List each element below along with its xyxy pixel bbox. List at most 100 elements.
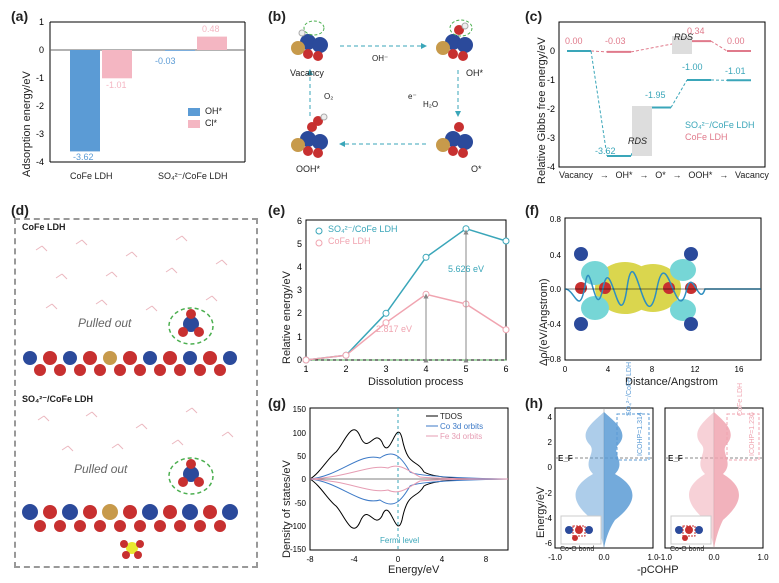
- panel-g: Density of states/eV 150 100 50 0 -50 -1…: [268, 398, 518, 578]
- svg-text:4: 4: [606, 365, 611, 374]
- svg-text:100: 100: [293, 429, 307, 438]
- d-bot-label: SO₄²⁻/CoFe LDH: [22, 394, 93, 405]
- svg-text:0: 0: [297, 355, 302, 365]
- f-xlabel: Distance/Angstrom: [625, 376, 718, 388]
- svg-text:0.0: 0.0: [598, 553, 610, 562]
- panel-d-bottom: SO₄²⁻/CoFe LDH: [16, 394, 256, 566]
- svg-text:4: 4: [297, 262, 302, 272]
- svg-text:-1: -1: [36, 73, 44, 83]
- svg-text:-3: -3: [36, 129, 44, 139]
- b-h2o: H₂O: [423, 100, 438, 109]
- c-x0: Vacancy: [559, 170, 593, 180]
- a-xtick1: CoFe LDH: [70, 171, 113, 181]
- svg-text:-6: -6: [545, 539, 553, 548]
- e-peak1: 5.626 eV: [448, 264, 484, 274]
- d-bot-svg: [16, 394, 256, 566]
- svg-text:4: 4: [423, 364, 428, 374]
- svg-text:3: 3: [383, 364, 388, 374]
- svg-text:2: 2: [343, 364, 348, 374]
- panel-label-d: (d): [11, 202, 29, 218]
- panel-h: Energy/eV 4 2 0 -2 -4 -6 -1.0 0.0 1.0: [525, 398, 773, 578]
- e-leg2: CoFe LDH: [328, 236, 371, 246]
- h-bond-l: Co-O bond: [560, 546, 594, 553]
- svg-text:6: 6: [297, 216, 302, 226]
- svg-text:3: 3: [297, 285, 302, 295]
- d-top-label: CoFe LDH: [22, 222, 66, 232]
- a-val4: 0.48: [202, 24, 220, 34]
- svg-text:0: 0: [563, 365, 568, 374]
- h-left-icohp: ICOHP=1.314: [637, 412, 644, 456]
- h-xlabel: -pCOHP: [637, 564, 679, 576]
- a-val2: -1.01: [106, 80, 127, 90]
- a-legend-cl: Cl*: [205, 118, 217, 128]
- svg-text:2: 2: [548, 438, 553, 447]
- svg-text:50: 50: [297, 452, 306, 461]
- f-ylabel: Δρ/(eV/Angstrom): [538, 278, 550, 366]
- svg-text:0.8: 0.8: [550, 215, 562, 224]
- c-x2: O*: [655, 170, 666, 180]
- panel-c: Relative Gibbs free energy/eV 0 -1 -2 -3…: [525, 12, 773, 187]
- h-right-label: CoFe LDH: [737, 383, 744, 416]
- g-xlabel: Energy/eV: [388, 564, 439, 576]
- c-s2: -1.95: [645, 90, 666, 100]
- h-ef-l: E_F: [558, 454, 573, 463]
- e-leg1: SO₄²⁻/CoFe LDH: [328, 224, 397, 235]
- e-legmark: [312, 226, 326, 248]
- c-v2: -0.03: [605, 36, 626, 46]
- c-x4: Vacancy: [735, 170, 769, 180]
- c-v1: 0.00: [565, 36, 583, 46]
- a-val3: -0.03: [155, 56, 176, 66]
- c-s1: -3.62: [595, 146, 616, 156]
- panel-b: Vacancy OH* OOH* O* OH⁻ O₂ H₂O e⁻: [268, 14, 518, 189]
- svg-text:-2: -2: [36, 101, 44, 111]
- svg-text:8: 8: [650, 365, 655, 374]
- svg-text:0: 0: [39, 45, 44, 55]
- b-ohminus: OH⁻: [372, 54, 388, 63]
- g-leg3: Fe 3d orbits: [440, 432, 482, 441]
- panel-d-top: CoFe LDH: [16, 220, 256, 390]
- svg-text:-4: -4: [350, 555, 358, 564]
- svg-text:6: 6: [503, 364, 508, 374]
- c-v4: 0.00: [727, 36, 745, 46]
- svg-text:-1.0: -1.0: [548, 553, 562, 562]
- a-xtick2: SO₄²⁻/CoFe LDH: [158, 171, 227, 182]
- svg-text:-1: -1: [547, 75, 555, 85]
- c-leg1: SO₄²⁻/CoFe LDH: [685, 120, 754, 131]
- g-leg2: Co 3d orbits: [440, 422, 483, 431]
- svg-text:5: 5: [297, 239, 302, 249]
- f-chart: 0.8 0.4 0.0 -0.4 -0.8 0 4 8 12 16: [525, 206, 773, 390]
- svg-text:4: 4: [440, 555, 445, 564]
- c-rds1: RDS: [674, 32, 693, 42]
- svg-text:0.0: 0.0: [550, 285, 562, 294]
- svg-text:12: 12: [691, 365, 700, 374]
- b-vacancy: Vacancy: [290, 68, 324, 78]
- svg-text:16: 16: [735, 365, 744, 374]
- svg-text:0: 0: [396, 555, 401, 564]
- svg-text:0.0: 0.0: [708, 553, 720, 562]
- c-rds2: RDS: [628, 136, 647, 146]
- svg-text:4: 4: [548, 413, 553, 422]
- g-legmark: [426, 412, 438, 442]
- svg-text:-4: -4: [36, 157, 44, 167]
- svg-text:2: 2: [297, 308, 302, 318]
- c-ylabel: Relative Gibbs free energy/eV: [536, 37, 548, 184]
- h-right-icohp: ICOHP=1.236: [749, 412, 756, 456]
- svg-text:1: 1: [303, 364, 308, 374]
- b-o2: O₂: [324, 92, 333, 101]
- svg-text:150: 150: [293, 405, 307, 414]
- g-ylabel: Density of states/eV: [281, 460, 293, 558]
- svg-text:-1.0: -1.0: [658, 553, 672, 562]
- c-x3: OOH*: [688, 170, 712, 180]
- b-ooh: OOH*: [296, 164, 320, 174]
- c-s4: -1.01: [725, 66, 746, 76]
- h-bond-r: Co-O bond: [670, 546, 704, 553]
- b-e: e⁻: [408, 92, 417, 101]
- svg-text:-2: -2: [547, 104, 555, 114]
- svg-text:-50: -50: [294, 499, 306, 508]
- b-cycle: [268, 14, 518, 189]
- d-annot-top: Pulled out: [78, 316, 131, 330]
- e-ylabel: Relative energy/eV: [281, 271, 293, 364]
- e-peak2: 2.817 eV: [376, 324, 412, 334]
- svg-text:0.4: 0.4: [550, 251, 562, 260]
- svg-text:0: 0: [550, 46, 555, 56]
